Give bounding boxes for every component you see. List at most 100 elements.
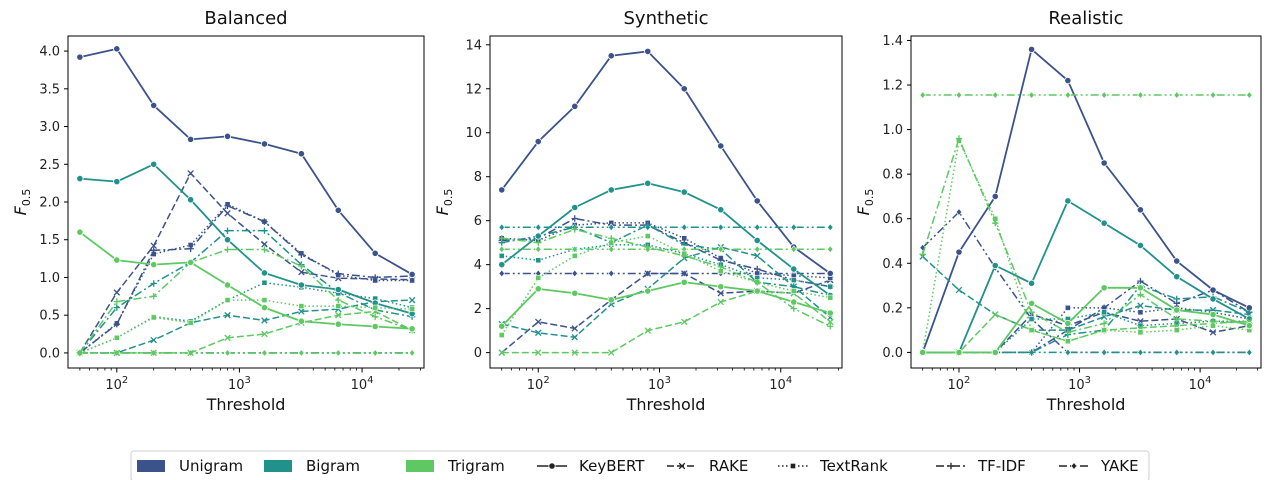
data-point-trigram-rake bbox=[992, 311, 999, 318]
data-point-trigram-tf-idf bbox=[372, 313, 379, 320]
data-point-bigram-yake bbox=[1064, 348, 1072, 357]
data-point-trigram-yake bbox=[408, 349, 416, 357]
y-axis-label: F0.5 bbox=[854, 189, 876, 216]
series-line-unigram-rake bbox=[79, 172, 413, 354]
data-point-bigram-keybert bbox=[1100, 219, 1108, 227]
data-point-unigram-keybert bbox=[571, 102, 579, 110]
data-point-bigram-tf-idf bbox=[1173, 295, 1180, 303]
series-group bbox=[76, 45, 416, 357]
y-tick-label: 0.0 bbox=[882, 346, 903, 361]
data-point-bigram-keybert bbox=[680, 188, 688, 196]
legend-marker bbox=[790, 463, 796, 469]
y-axis-label: F0.5 bbox=[433, 189, 455, 216]
y-tick-label: 12 bbox=[465, 82, 482, 97]
data-point-unigram-keybert bbox=[534, 137, 542, 146]
data-point-unigram-keybert bbox=[260, 140, 269, 148]
data-point-trigram-yake bbox=[1028, 91, 1035, 99]
x-tick-label: 102 bbox=[527, 375, 550, 393]
data-point-unigram-keybert bbox=[717, 142, 725, 150]
data-point-trigram-keybert bbox=[297, 317, 305, 325]
data-point-trigram-textrank bbox=[644, 233, 651, 239]
y-tick-label: 0.4 bbox=[882, 257, 903, 272]
data-point-trigram-yake bbox=[1173, 91, 1180, 99]
data-point-trigram-yake bbox=[261, 349, 268, 357]
series-group bbox=[498, 47, 834, 356]
data-point-unigram-keybert bbox=[334, 206, 342, 214]
data-point-unigram-keybert bbox=[1027, 45, 1036, 53]
data-point-trigram-tf-idf bbox=[827, 323, 834, 330]
data-point-unigram-keybert bbox=[150, 101, 158, 110]
series-line-bigram-textrank bbox=[501, 244, 831, 288]
data-point-bigram-yake bbox=[790, 223, 797, 232]
data-point-unigram-rake bbox=[680, 270, 688, 277]
data-point-trigram-yake bbox=[919, 91, 926, 99]
data-point-bigram-keybert bbox=[1136, 241, 1145, 250]
series-line-bigram-tf-idf bbox=[501, 224, 831, 297]
data-point-bigram-keybert bbox=[334, 285, 342, 294]
series-line-unigram-keybert bbox=[79, 47, 413, 276]
series-line-trigram-tf-idf bbox=[921, 137, 1250, 334]
legend-item-bigram: Bigram bbox=[264, 457, 360, 475]
data-point-trigram-keybert bbox=[1064, 319, 1072, 328]
series-line-bigram-rake bbox=[79, 299, 413, 354]
data-point-trigram-yake bbox=[298, 349, 305, 357]
data-point-unigram-yake bbox=[919, 243, 926, 252]
data-point-trigram-rake bbox=[534, 349, 542, 356]
legend-item-yake: YAKE bbox=[1059, 457, 1139, 475]
plot-frame bbox=[489, 35, 843, 369]
y-tick-label: 0.2 bbox=[882, 301, 903, 316]
data-point-unigram-keybert bbox=[223, 132, 232, 140]
series-line-trigram-tf-idf bbox=[501, 228, 831, 327]
data-point-bigram-keybert bbox=[571, 203, 579, 212]
data-point-trigram-textrank bbox=[1064, 338, 1071, 345]
chart-title: Realistic bbox=[1048, 8, 1123, 29]
data-point-trigram-keybert bbox=[919, 348, 927, 357]
plot-frame bbox=[910, 35, 1262, 369]
data-point-bigram-keybert bbox=[113, 178, 121, 186]
data-point-unigram-tf-idf bbox=[335, 270, 342, 277]
data-point-unigram-keybert bbox=[680, 85, 688, 93]
legend-label: KeyBERT bbox=[579, 457, 645, 475]
data-point-trigram-textrank bbox=[150, 314, 157, 321]
series-line-bigram-rake bbox=[501, 246, 831, 338]
data-point-unigram-keybert bbox=[297, 150, 305, 158]
x-tick-label: 103 bbox=[648, 375, 671, 393]
data-point-bigram-rake bbox=[150, 336, 157, 344]
data-point-trigram-yake bbox=[224, 349, 231, 357]
data-point-unigram-keybert bbox=[1100, 159, 1108, 167]
series-line-bigram-rake bbox=[922, 256, 1250, 331]
data-point-trigram-rake bbox=[571, 349, 579, 356]
data-point-bigram-rake bbox=[1137, 302, 1144, 309]
data-point-trigram-tf-idf bbox=[113, 298, 120, 305]
legend-label: Trigram bbox=[447, 457, 505, 475]
data-point-trigram-tf-idf bbox=[790, 305, 797, 312]
series-line-bigram-keybert bbox=[501, 182, 831, 297]
series-line-unigram-keybert bbox=[501, 50, 831, 275]
data-point-trigram-textrank bbox=[571, 252, 578, 259]
data-point-trigram-keybert bbox=[680, 278, 688, 286]
x-tick-label: 103 bbox=[228, 375, 251, 393]
data-point-bigram-rake bbox=[753, 252, 761, 260]
series-line-trigram-rake bbox=[922, 313, 1250, 354]
data-point-bigram-rake bbox=[224, 311, 231, 319]
y-tick-label: 3.0 bbox=[39, 120, 60, 135]
legend-marker bbox=[1070, 462, 1078, 470]
legend-marker bbox=[548, 462, 556, 470]
data-point-trigram-keybert bbox=[1245, 322, 1253, 330]
data-point-bigram-keybert bbox=[644, 179, 652, 187]
data-point-unigram-rake bbox=[298, 268, 305, 276]
data-point-trigram-rake bbox=[498, 349, 506, 356]
y-tick-label: 2.5 bbox=[39, 158, 60, 173]
y-tick-label: 0.0 bbox=[39, 346, 60, 361]
data-point-trigram-yake bbox=[754, 245, 761, 254]
data-point-trigram-tf-idf bbox=[754, 279, 761, 286]
data-point-trigram-tf-idf bbox=[1173, 315, 1180, 323]
legend: Unigram Bigram Trigram KeyBERT RAKE TextRank T… bbox=[130, 450, 1150, 480]
data-point-trigram-keybert bbox=[717, 283, 725, 291]
data-point-trigram-keybert bbox=[753, 287, 761, 295]
data-point-unigram-keybert bbox=[607, 52, 615, 60]
data-point-trigram-rake bbox=[717, 298, 725, 306]
data-point-trigram-tf-idf bbox=[955, 135, 963, 142]
series-group bbox=[919, 45, 1253, 357]
data-point-unigram-keybert bbox=[1209, 286, 1217, 294]
